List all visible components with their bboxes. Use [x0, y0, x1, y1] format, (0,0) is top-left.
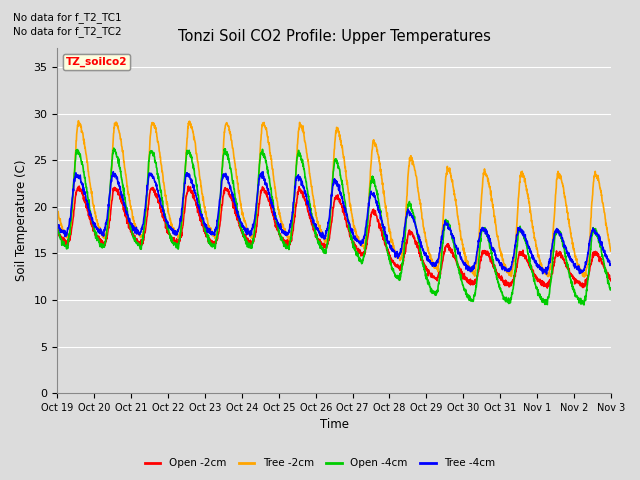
Tree -4cm	[54, 222, 61, 228]
Tree -4cm	[362, 220, 370, 226]
Line: Open -2cm: Open -2cm	[58, 186, 611, 288]
Open -4cm	[607, 286, 614, 291]
Legend: Open -2cm, Tree -2cm, Open -4cm, Tree -4cm: Open -2cm, Tree -2cm, Open -4cm, Tree -4…	[141, 454, 499, 472]
Open -2cm	[543, 285, 551, 291]
Tree -2cm	[558, 180, 566, 186]
Open -4cm	[558, 239, 566, 244]
Open -2cm	[351, 240, 358, 246]
X-axis label: Time: Time	[319, 419, 349, 432]
Tree -2cm	[54, 208, 61, 214]
Tree -2cm	[573, 262, 581, 268]
Open -4cm	[573, 294, 581, 300]
Open -4cm	[362, 237, 370, 242]
Tree -2cm	[75, 118, 83, 123]
Tree -2cm	[351, 223, 358, 228]
Text: No data for f_T2_TC1: No data for f_T2_TC1	[13, 12, 122, 23]
Tree -4cm	[543, 271, 550, 277]
Tree -2cm	[208, 228, 216, 234]
Open -2cm	[559, 253, 566, 259]
Open -2cm	[574, 278, 582, 284]
Open -4cm	[54, 226, 61, 231]
Tree -4cm	[208, 229, 216, 235]
Tree -2cm	[362, 232, 370, 238]
Title: Tonzi Soil CO2 Profile: Upper Temperatures: Tonzi Soil CO2 Profile: Upper Temperatur…	[178, 29, 491, 44]
Open -4cm	[495, 284, 503, 290]
Tree -4cm	[607, 262, 614, 267]
Line: Open -4cm: Open -4cm	[58, 148, 611, 305]
Tree -2cm	[607, 248, 614, 253]
Tree -4cm	[559, 235, 566, 241]
Text: No data for f_T2_TC2: No data for f_T2_TC2	[13, 26, 122, 37]
Open -4cm	[208, 242, 216, 248]
Open -4cm	[580, 302, 588, 308]
Open -2cm	[607, 278, 614, 284]
Tree -4cm	[574, 267, 582, 273]
Tree -2cm	[495, 242, 503, 248]
Open -2cm	[54, 226, 61, 232]
Open -4cm	[110, 145, 118, 151]
Open -4cm	[351, 246, 358, 252]
Legend: TZ_soilco2: TZ_soilco2	[63, 54, 131, 70]
Open -2cm	[362, 245, 370, 251]
Tree -4cm	[351, 235, 358, 240]
Y-axis label: Soil Temperature (C): Soil Temperature (C)	[15, 160, 28, 281]
Tree -2cm	[580, 274, 588, 280]
Tree -4cm	[109, 169, 117, 175]
Line: Tree -2cm: Tree -2cm	[58, 120, 611, 277]
Open -2cm	[495, 275, 503, 280]
Open -2cm	[76, 183, 83, 189]
Tree -4cm	[495, 260, 503, 265]
Open -2cm	[208, 238, 216, 244]
Line: Tree -4cm: Tree -4cm	[58, 172, 611, 274]
